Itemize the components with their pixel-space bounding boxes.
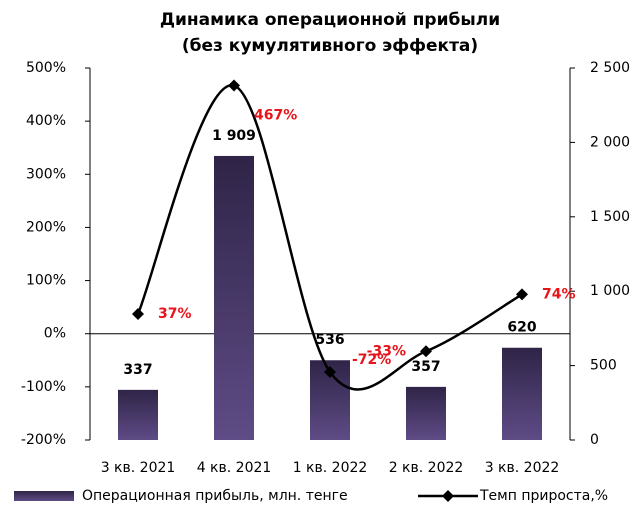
x-tick-label: 1 кв. 2022 — [293, 460, 368, 476]
y-tick-label: 100% — [26, 273, 66, 289]
line-label: -33% — [367, 343, 406, 359]
bar — [214, 155, 254, 440]
bar-label: 357 — [411, 359, 440, 375]
legend-swatch — [14, 491, 74, 501]
y-tick-label: 300% — [26, 166, 66, 182]
line-marker — [420, 345, 432, 358]
y-tick-label: 200% — [26, 219, 66, 235]
line-marker — [228, 79, 240, 92]
y-tick-label: 0% — [44, 326, 66, 342]
bar-label: 536 — [315, 332, 344, 348]
line-label: -72% — [352, 352, 391, 368]
chart-subtitle: (без кумулятивного эффекта) — [182, 36, 478, 56]
legend-marker — [442, 490, 454, 502]
bar — [502, 347, 542, 440]
line-label: 37% — [158, 306, 192, 322]
y2-tick-label: 1 500 — [590, 209, 630, 225]
y2-tick-label: 0 — [590, 432, 599, 448]
bar — [118, 389, 158, 440]
bar — [406, 386, 446, 440]
x-tick-label: 3 кв. 2022 — [485, 460, 560, 476]
x-tick-label: 4 кв. 2021 — [197, 460, 272, 476]
line-label: 74% — [542, 286, 576, 302]
line-marker — [324, 365, 336, 378]
y-tick-label: -200% — [21, 432, 66, 448]
legend-label: Темп прироста,% — [479, 488, 608, 504]
x-tick-label: 3 кв. 2021 — [101, 460, 176, 476]
line-marker — [516, 288, 528, 301]
chart-title: Динамика операционной прибыли — [160, 10, 500, 30]
y2-tick-label: 1 000 — [590, 283, 630, 299]
line — [136, 84, 523, 391]
y2-tick-label: 2 500 — [590, 60, 630, 76]
x-tick-label: 2 кв. 2022 — [389, 460, 464, 476]
y-tick-label: 500% — [26, 60, 66, 76]
bar-label: 620 — [507, 320, 536, 336]
y2-tick-label: 500 — [590, 358, 617, 374]
bar-label: 337 — [123, 362, 152, 378]
bar-label: 1 909 — [212, 128, 256, 144]
line-label: 467% — [254, 108, 297, 124]
line-marker — [132, 308, 144, 321]
y-tick-label: 400% — [26, 113, 66, 129]
y-tick-label: -100% — [21, 379, 66, 395]
y2-tick-label: 2 000 — [590, 134, 630, 150]
legend-label: Операционная прибыль, млн. тенге — [82, 488, 348, 504]
